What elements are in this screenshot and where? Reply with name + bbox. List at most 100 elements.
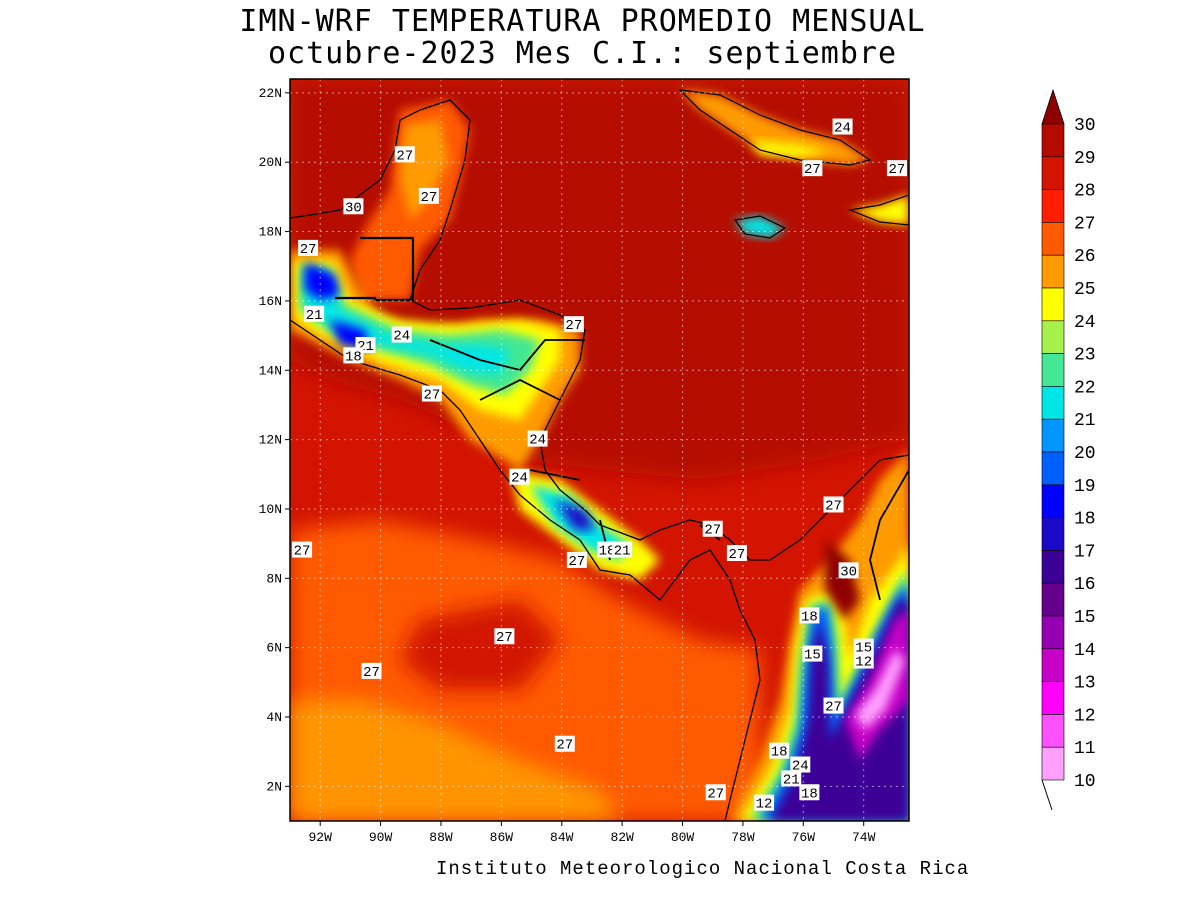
colorbar-swatch	[1041, 484, 1065, 518]
contour-label: 27	[707, 786, 724, 802]
lat-tick-label: 2N	[266, 779, 282, 794]
colorbar-arrow-top	[1041, 88, 1065, 125]
lat-tick-label: 8N	[266, 571, 282, 586]
coastline-hispaniola	[847, 194, 909, 226]
contour-label-bg	[802, 645, 823, 662]
contour-label: 12	[756, 797, 773, 813]
colorbar-arrow-bottom	[1041, 779, 1053, 811]
colorbar-label: 12	[1074, 706, 1096, 726]
colorbar-swatch	[1041, 615, 1065, 650]
lon-tick-label: 84W	[550, 830, 574, 845]
colorbar-swatch	[1041, 189, 1065, 223]
contour-label: 21	[306, 308, 323, 324]
colorbar-label: 28	[1074, 182, 1096, 202]
colorbar-label: 16	[1074, 575, 1096, 595]
contour-label: 27	[704, 523, 721, 539]
contour-label-bg	[832, 118, 853, 135]
land-yucatan-26	[400, 120, 448, 220]
contour-label-bg	[823, 697, 844, 714]
contour-label: 27	[363, 665, 380, 681]
contour-label-bg	[853, 652, 874, 669]
colorbar-swatch	[1041, 418, 1065, 453]
contour-label-bg	[799, 607, 820, 624]
contour-label: 27	[825, 700, 842, 716]
colorbar-label: 19	[1074, 477, 1096, 497]
colorbar-label: 21	[1074, 411, 1096, 431]
contour-label-bg	[597, 541, 618, 558]
contour-label: 27	[294, 544, 311, 560]
lat-tick-label: 18N	[259, 225, 282, 240]
colorbar-swatch	[1041, 451, 1065, 486]
colorbar-label: 18	[1074, 510, 1096, 530]
contour-label-bg	[343, 347, 364, 364]
lon-tick-label: 76W	[792, 830, 816, 845]
colorbar-label: 20	[1074, 444, 1096, 464]
contour-label: 24	[529, 433, 546, 449]
lat-tick-label: 22N	[259, 86, 282, 101]
contour-label-bg	[823, 496, 844, 513]
colorbar-swatch	[1041, 123, 1065, 158]
contour-label-bg	[726, 545, 747, 562]
contour-label-bg	[790, 756, 811, 773]
contour-label: 18	[801, 609, 818, 625]
lon-tick-label: 80W	[671, 830, 695, 845]
contour-label: 27	[300, 242, 317, 258]
colorbar-swatch	[1041, 517, 1065, 551]
contour-label: 27	[565, 318, 582, 334]
field-pacific-warm-patch	[400, 600, 560, 690]
contour-label: 15	[804, 648, 821, 664]
colorbar-label: 29	[1074, 149, 1096, 169]
contour-label: 18	[801, 786, 818, 802]
colorbar-swatch	[1041, 550, 1065, 584]
border-costa-rica	[529, 469, 581, 481]
colorbar-label: 22	[1074, 378, 1096, 398]
contour-label: 18	[345, 349, 362, 365]
land-costa-rica-17	[555, 500, 595, 530]
contour-label: 27	[889, 162, 906, 178]
contour-label: 21	[783, 772, 800, 788]
land-chiapas-18	[305, 262, 340, 300]
contour-label-bg	[298, 239, 319, 256]
contour-label-bg	[781, 770, 802, 787]
land-colombia-30	[825, 540, 860, 620]
contour-label-bg	[566, 551, 587, 568]
contour-label-bg	[853, 638, 874, 655]
map-axes: 22N 20N 18N 16N 14N 12N 10N 8N 6N 4N 2N 92W 90W 88W 86…	[259, 86, 876, 845]
contour-label-bg	[705, 784, 726, 801]
lon-tick-label: 88W	[429, 830, 453, 845]
colorbar-swatch	[1041, 353, 1065, 387]
contour-label: 21	[614, 544, 631, 560]
contour-label-bg	[563, 316, 584, 333]
lon-tick-label: 82W	[610, 830, 634, 845]
contour-label: 18	[599, 544, 616, 560]
land-colombia-10	[855, 650, 905, 730]
lat-tick-label: 4N	[266, 710, 282, 725]
map-field: 2730272721211824272724242718212727273024…	[290, 79, 909, 821]
lat-tick-label: 10N	[259, 502, 282, 517]
contour-label-bg	[554, 735, 575, 752]
contour-label: 12	[855, 655, 872, 671]
colorbar-swatch	[1041, 582, 1065, 617]
border-colombia-venezuela	[869, 469, 909, 601]
contour-label-bg	[361, 662, 382, 679]
colorbar-swatch	[1041, 746, 1065, 781]
contour-label: 27	[568, 554, 585, 570]
colorbar: 30 29 28 27 26 25 24 23 22 21 20 19 18 17 16 15 14 13 12 11…	[1041, 88, 1096, 811]
colorbar-label: 26	[1074, 247, 1096, 267]
contour-label-bg	[509, 468, 530, 485]
lon-tick-label: 74W	[852, 830, 876, 845]
colorbar-swatch	[1041, 222, 1065, 256]
lat-tick-label: 14N	[259, 363, 282, 378]
map-grid	[290, 79, 909, 821]
contour-label-bg	[394, 146, 415, 163]
contour-label: 24	[393, 329, 410, 345]
colorbar-label: 24	[1074, 313, 1096, 333]
land-cuba	[680, 90, 870, 165]
contour-label-bg	[799, 784, 820, 801]
contour-label-bg	[802, 160, 823, 177]
contour-label: 24	[834, 121, 851, 137]
colorbar-swatch	[1041, 156, 1065, 190]
contour-label: 27	[496, 630, 513, 646]
contour-label: 27	[424, 388, 441, 404]
contour-label: 18	[771, 745, 788, 761]
